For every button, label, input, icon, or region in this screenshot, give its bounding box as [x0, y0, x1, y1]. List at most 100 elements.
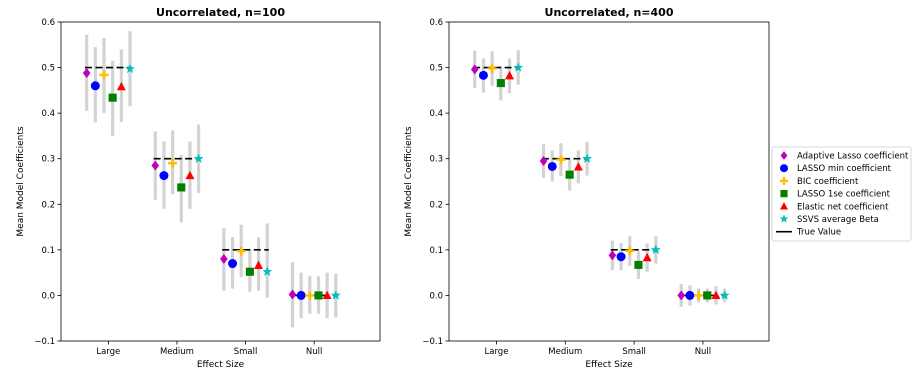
legend-item: True Value: [776, 228, 841, 238]
data-point: [616, 252, 626, 262]
data-point: [505, 71, 515, 80]
x-tick-label: Medium: [160, 347, 194, 357]
data-point: [151, 160, 160, 171]
legend-item: LASSO 1se coefficient: [780, 190, 891, 200]
data-point: [470, 64, 479, 75]
data-point: [228, 259, 238, 269]
plot-frame: [448, 21, 770, 342]
data-point: [703, 291, 712, 300]
legend-item: SSVS average Beta: [779, 214, 879, 225]
data-point: [159, 171, 169, 181]
y-tick-label: 0.0: [41, 291, 55, 301]
legend-label: LASSO 1se coefficient: [797, 190, 891, 200]
legend: Adaptive Lasso coefficient LASSO min coef…: [771, 146, 912, 242]
legend-label: BIC coefficient: [797, 177, 859, 187]
y-axis-label: Mean Model Coefficients: [16, 126, 26, 237]
legend-item: Elastic net coefficient: [780, 202, 889, 212]
data-point: [82, 68, 91, 78]
data-point: [711, 290, 721, 300]
data-point: [193, 153, 204, 163]
plot-frame: [60, 21, 381, 342]
data-point: [677, 290, 686, 301]
x-axis-label: Effect Size: [197, 360, 245, 370]
x-tick-label: Null: [695, 347, 711, 357]
data-point: [108, 93, 117, 102]
data-point: [556, 155, 566, 165]
y-tick-label: 0.2: [429, 200, 443, 210]
chart-title: Uncorrelated, n=100: [156, 6, 285, 19]
legend-item: Adaptive Lasso coefficient: [780, 151, 909, 162]
y-tick-label: 0.4: [429, 109, 443, 119]
x-tick-label: Null: [306, 347, 322, 357]
data-point: [582, 153, 592, 163]
legend-marker: [780, 202, 788, 210]
data-point: [236, 246, 246, 256]
legend-label: True Value: [796, 228, 841, 238]
chart-title: Uncorrelated, n=400: [545, 6, 674, 19]
y-tick-label: 0.1: [429, 246, 443, 256]
data-point: [288, 289, 297, 300]
data-point: [694, 290, 704, 300]
data-point: [322, 290, 332, 300]
y-tick-label: 0.6: [41, 18, 55, 28]
legend-label: Elastic net coefficient: [797, 202, 889, 212]
data-point: [487, 63, 497, 73]
data-point: [478, 70, 488, 80]
data-point: [650, 244, 661, 255]
legend-marker: [780, 176, 788, 185]
y-tick-label: −0.1: [34, 337, 55, 347]
data-point: [185, 170, 195, 180]
data-point: [565, 170, 574, 179]
x-tick-label: Large: [96, 347, 120, 357]
legend-marker: [780, 151, 788, 160]
data-point: [262, 266, 273, 276]
data-point: [220, 254, 228, 264]
legend-label: SSVS average Beta: [797, 215, 879, 225]
y-tick-label: 0.0: [429, 291, 443, 301]
y-tick-label: 0.1: [41, 246, 55, 256]
data-point: [116, 81, 126, 91]
data-point: [625, 246, 635, 256]
y-tick-label: 0.2: [41, 200, 55, 210]
data-point: [314, 291, 323, 300]
legend-label: Adaptive Lasso coefficient: [797, 152, 909, 162]
x-tick-label: Small: [622, 347, 646, 357]
y-tick-label: 0.3: [429, 155, 443, 165]
data-point: [513, 62, 524, 72]
legend-item: BIC coefficient: [780, 176, 859, 187]
data-point: [330, 290, 341, 300]
data-point: [573, 162, 583, 171]
data-point: [296, 290, 306, 300]
legend-item: LASSO min coefficient: [780, 164, 892, 174]
data-point: [305, 290, 315, 300]
data-point: [608, 250, 617, 261]
legend-marker: [779, 214, 789, 223]
x-tick-label: Small: [234, 347, 258, 357]
data-point: [496, 79, 505, 88]
y-tick-label: 0.6: [429, 18, 443, 28]
y-tick-label: 0.5: [41, 64, 55, 74]
data-point: [642, 252, 652, 262]
x-axis-label: Effect Size: [585, 360, 633, 370]
data-point: [245, 267, 254, 276]
y-tick-label: 0.4: [41, 109, 55, 119]
y-axis-label: Mean Model Coefficients: [404, 126, 414, 237]
data-point: [99, 70, 109, 80]
data-point: [254, 260, 264, 269]
chart-panel-1: −0.1 0.0 0.1 0.2 0.3 0.4 0.5 0.6 Large Medium Smal…: [16, 6, 381, 370]
data-point: [177, 183, 186, 192]
legend-marker: [780, 164, 788, 173]
y-tick-label: 0.3: [41, 155, 55, 165]
y-tick-label: −0.1: [422, 337, 443, 347]
legend-label: LASSO min coefficient: [797, 164, 892, 174]
x-tick-label: Large: [485, 347, 509, 357]
data-point: [539, 156, 548, 166]
data-point: [125, 63, 135, 74]
chart-panel-2: −0.1 0.0 0.1 0.2 0.3 0.4 0.5 0.6 Large Medium Smal…: [404, 6, 770, 370]
x-tick-label: Medium: [548, 347, 582, 357]
data-point: [685, 290, 695, 300]
legend-marker: [780, 190, 788, 198]
legend-frame: [771, 146, 912, 242]
y-tick-label: 0.5: [429, 64, 443, 74]
